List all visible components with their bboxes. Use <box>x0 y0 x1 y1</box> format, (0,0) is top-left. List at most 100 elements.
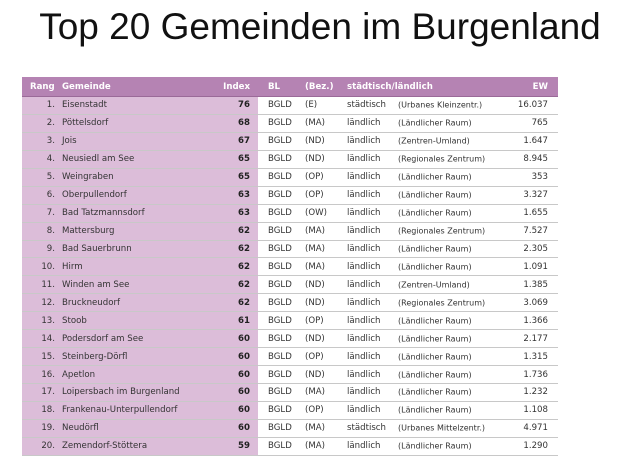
cell-gemeinde: Loipersbach im Burgenland <box>62 387 180 398</box>
cell-staedtisch-laendlich: ländlich <box>347 243 381 254</box>
cell-gemeinde: Neudörfl <box>62 423 99 434</box>
cell-staedtisch-laendlich: ländlich <box>347 441 381 452</box>
cell-ew: 1.108 <box>523 405 548 416</box>
cell-index: 61 <box>238 315 250 326</box>
row-highlight <box>22 97 258 114</box>
row-highlight <box>22 348 258 366</box>
cell-bez: (OP) <box>305 190 324 201</box>
cell-bl: BGLD <box>268 351 292 362</box>
cell-raumtyp: (Zentren-Umland) <box>398 280 470 290</box>
cell-rang: 8. <box>46 226 55 237</box>
cell-raumtyp: (Ländlicher Raum) <box>398 405 472 415</box>
cell-index: 63 <box>238 208 250 219</box>
cell-ew: 1.290 <box>523 441 548 452</box>
cell-bl: BGLD <box>268 315 292 326</box>
cell-ew: 1.315 <box>523 351 548 362</box>
cell-staedtisch-laendlich: ländlich <box>347 118 381 129</box>
cell-index: 60 <box>238 387 250 398</box>
cell-gemeinde: Steinberg-Dörfl <box>62 351 128 362</box>
table-row: 5. Weingraben 65 BGLD (OP) ländlich (Ländliche… <box>22 168 558 187</box>
cell-bl: BGLD <box>268 279 292 290</box>
cell-ew: 2.305 <box>523 243 548 254</box>
cell-gemeinde: Bruckneudorf <box>62 297 121 308</box>
cell-rang: 16. <box>41 369 55 380</box>
row-highlight <box>22 186 258 204</box>
table-row: 15. Steinberg-Dörfl 60 BGLD (OP) ländlich (Län… <box>22 348 558 367</box>
cell-bl: BGLD <box>268 190 292 201</box>
cell-gemeinde: Mattersburg <box>62 226 115 237</box>
cell-index: 65 <box>238 154 250 165</box>
cell-staedtisch-laendlich: ländlich <box>347 333 381 344</box>
cell-bez: (OP) <box>305 172 324 183</box>
cell-raumtyp: (Ländlicher Raum) <box>398 370 472 380</box>
header-index: Index <box>223 81 250 92</box>
cell-raumtyp: (Urbanes Kleinzentr.) <box>398 100 483 110</box>
cell-ew: 7.527 <box>523 226 548 237</box>
table-row: 12. Bruckneudorf 62 BGLD (ND) ländlich (Region… <box>22 294 558 313</box>
cell-bl: BGLD <box>268 226 292 237</box>
cell-gemeinde: Winden am See <box>62 279 130 290</box>
cell-gemeinde: Bad Tatzmannsdorf <box>62 208 145 219</box>
cell-ew: 8.945 <box>523 154 548 165</box>
cell-rang: 18. <box>41 405 55 416</box>
cell-rang: 9. <box>46 243 55 254</box>
cell-rang: 7. <box>46 208 55 219</box>
cell-gemeinde: Oberpullendorf <box>62 190 127 201</box>
cell-ew: 1.736 <box>523 369 548 380</box>
cell-index: 63 <box>238 190 250 201</box>
cell-bez: (MA) <box>305 387 325 398</box>
cell-bl: BGLD <box>268 154 292 165</box>
row-highlight <box>22 330 258 348</box>
table-row: 18. Frankenau-Unterpullendorf 60 BGLD (OP) lä… <box>22 401 558 420</box>
cell-bez: (OP) <box>305 315 324 326</box>
cell-bl: BGLD <box>268 261 292 272</box>
cell-bl: BGLD <box>268 423 292 434</box>
cell-index: 62 <box>238 297 250 308</box>
cell-index: 60 <box>238 405 250 416</box>
ranking-table: Rang Gemeinde Index BL (Bez.) städtisch/… <box>22 77 558 456</box>
cell-rang: 12. <box>41 297 55 308</box>
cell-index: 62 <box>238 261 250 272</box>
row-highlight <box>22 168 258 186</box>
table-header: Rang Gemeinde Index BL (Bez.) städtisch/… <box>22 77 558 97</box>
cell-raumtyp: (Ländlicher Raum) <box>398 190 472 200</box>
cell-ew: 1.655 <box>523 208 548 219</box>
cell-ew: 765 <box>531 118 548 129</box>
cell-staedtisch-laendlich: ländlich <box>347 369 381 380</box>
cell-bl: BGLD <box>268 118 292 129</box>
cell-ew: 353 <box>531 172 548 183</box>
cell-gemeinde: Stoob <box>62 315 87 326</box>
cell-index: 65 <box>238 172 250 183</box>
cell-bl: BGLD <box>268 333 292 344</box>
cell-ew: 1.091 <box>523 261 548 272</box>
cell-staedtisch-laendlich: ländlich <box>347 315 381 326</box>
cell-gemeinde: Zemendorf-Stöttera <box>62 441 148 452</box>
row-highlight <box>22 276 258 294</box>
table-row: 2. Pöttelsdorf 68 BGLD (MA) ländlich (Ländlich… <box>22 114 558 133</box>
header-bez: (Bez.) <box>305 81 334 92</box>
cell-rang: 1. <box>46 100 55 111</box>
table-row: 3. Jois 67 BGLD (ND) ländlich (Zentren-Umland)… <box>22 132 558 151</box>
cell-raumtyp: (Regionales Zentrum) <box>398 226 486 236</box>
cell-gemeinde: Apetlon <box>62 369 96 380</box>
cell-bl: BGLD <box>268 136 292 147</box>
cell-gemeinde: Bad Sauerbrunn <box>62 243 132 254</box>
cell-index: 59 <box>238 441 250 452</box>
cell-gemeinde: Hirm <box>62 261 83 272</box>
cell-rang: 4. <box>46 154 55 165</box>
cell-staedtisch-laendlich: ländlich <box>347 351 381 362</box>
cell-staedtisch-laendlich: ländlich <box>347 136 381 147</box>
cell-raumtyp: (Ländlicher Raum) <box>398 441 472 451</box>
cell-index: 67 <box>238 136 250 147</box>
cell-gemeinde: Frankenau-Unterpullendorf <box>62 405 178 416</box>
cell-raumtyp: (Ländlicher Raum) <box>398 316 472 326</box>
cell-ew: 3.327 <box>523 190 548 201</box>
cell-bez: (MA) <box>305 423 325 434</box>
row-highlight <box>22 294 258 312</box>
table-row: 14. Podersdorf am See 60 BGLD (ND) ländlich (L… <box>22 330 558 349</box>
cell-staedtisch-laendlich: städtisch <box>347 423 386 434</box>
row-highlight <box>22 258 258 276</box>
cell-staedtisch-laendlich: ländlich <box>347 261 381 272</box>
row-highlight <box>22 222 258 240</box>
header-rang: Rang <box>30 81 55 92</box>
